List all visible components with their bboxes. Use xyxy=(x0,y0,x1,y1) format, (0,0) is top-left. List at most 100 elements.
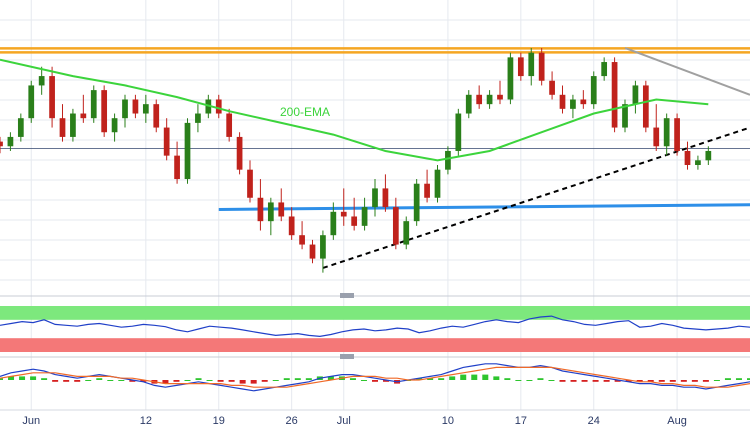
macd-histogram-bar xyxy=(724,378,731,380)
macd-histogram-bar xyxy=(702,380,709,382)
macd-histogram-bar xyxy=(658,380,665,382)
candle-body xyxy=(497,94,503,100)
candle-body xyxy=(695,160,701,165)
macd-histogram-bar xyxy=(713,380,720,381)
macd-histogram-bar xyxy=(504,378,511,380)
candle-body xyxy=(49,76,55,119)
candle-body xyxy=(476,94,483,105)
macd-histogram-bar xyxy=(592,380,599,382)
candle-body xyxy=(288,216,295,236)
candle-body xyxy=(642,85,649,128)
macd-histogram-bar xyxy=(372,380,378,382)
candle-body xyxy=(413,183,420,222)
macd-histogram-bar xyxy=(680,380,687,382)
macd-histogram-bar xyxy=(250,380,257,384)
macd-histogram-bar xyxy=(625,380,632,382)
macd-histogram-bar xyxy=(471,374,478,380)
macd-histogram-bar xyxy=(272,380,279,381)
x-tick-label: 24 xyxy=(588,415,600,427)
x-tick-label: 12 xyxy=(140,415,152,427)
macd-histogram-bar xyxy=(217,380,224,382)
candle-body xyxy=(632,85,639,105)
candle-body xyxy=(174,155,180,180)
candle-body xyxy=(309,244,316,259)
macd-histogram-bar xyxy=(118,380,125,381)
candle-body xyxy=(340,211,347,217)
macd-histogram-bar xyxy=(0,378,3,380)
rsi-line xyxy=(0,315,750,338)
macd-histogram-bar xyxy=(184,380,191,381)
candle-body xyxy=(132,99,139,114)
x-tick-label: Jul xyxy=(337,415,351,427)
x-tick-label: Jun xyxy=(22,415,40,427)
candle-body xyxy=(142,104,149,114)
macd-histogram-bar xyxy=(294,378,301,380)
candle-body xyxy=(465,94,472,114)
candle-body xyxy=(684,150,691,165)
macd-histogram-bar xyxy=(19,376,26,380)
macd-histogram-bar xyxy=(559,380,566,382)
macd-histogram-bar xyxy=(129,380,136,382)
macd-histogram-bar xyxy=(140,380,147,382)
macd-panel xyxy=(0,363,750,392)
macd-histogram-bar xyxy=(493,376,500,380)
candle-body xyxy=(351,216,358,226)
candle-body xyxy=(247,169,253,198)
candle-body xyxy=(424,183,430,198)
macd-histogram-bar xyxy=(460,374,467,380)
macd-histogram-bar xyxy=(8,376,15,380)
candle-body xyxy=(611,62,618,128)
candle-body xyxy=(403,221,410,245)
candle-body xyxy=(538,52,545,81)
macd-signal-line xyxy=(0,366,750,388)
candle-body xyxy=(570,99,576,109)
x-tick-label: 26 xyxy=(286,415,298,427)
candle-body xyxy=(257,197,264,222)
macd-histogram-bar xyxy=(30,376,37,380)
macd-histogram-bar xyxy=(636,380,643,382)
macd-histogram-bar xyxy=(283,378,290,380)
macd-histogram-bar xyxy=(41,378,48,380)
candle-body xyxy=(705,150,712,161)
candle-body xyxy=(153,104,160,128)
candle-body xyxy=(0,141,3,147)
candle-body xyxy=(434,169,441,198)
macd-histogram-bar xyxy=(173,380,180,382)
macd-histogram-bar xyxy=(603,380,610,382)
ema-200-label: 200-EMA xyxy=(280,105,330,119)
candle-body xyxy=(361,207,368,226)
macd-histogram-bar xyxy=(526,380,533,381)
candle-body xyxy=(28,85,35,119)
candle-body xyxy=(653,127,660,147)
macd-histogram-bar xyxy=(747,378,750,380)
candle-body xyxy=(382,188,389,208)
candle-body xyxy=(528,52,535,77)
candle-body xyxy=(184,122,191,180)
candle-body xyxy=(601,62,608,77)
support-line xyxy=(218,203,750,211)
price-levels xyxy=(0,47,750,269)
macd-histogram-bar xyxy=(581,380,588,382)
candle-body xyxy=(517,57,524,77)
macd-histogram-bar xyxy=(360,380,367,381)
macd-histogram-bar xyxy=(438,378,445,380)
candlesticks xyxy=(0,48,712,273)
rsi-oversold-zone xyxy=(0,338,750,352)
rsi-panel xyxy=(0,306,750,352)
macd-histogram-bar xyxy=(614,380,621,382)
macd-histogram-bar xyxy=(305,378,312,380)
macd-histogram-bar xyxy=(482,374,489,380)
candle-body xyxy=(372,188,378,208)
candle-body xyxy=(392,207,399,245)
downtrend-line xyxy=(624,47,750,96)
x-tick-label: 19 xyxy=(213,415,225,427)
macd-histogram-bar xyxy=(327,376,334,380)
macd-histogram-bar xyxy=(570,380,577,382)
macd-histogram-bar xyxy=(349,378,356,380)
candle-body xyxy=(101,90,108,133)
macd-histogram-bar xyxy=(206,380,213,381)
candle-body xyxy=(122,99,128,119)
candle-body xyxy=(299,235,305,245)
candle-body xyxy=(226,113,233,137)
